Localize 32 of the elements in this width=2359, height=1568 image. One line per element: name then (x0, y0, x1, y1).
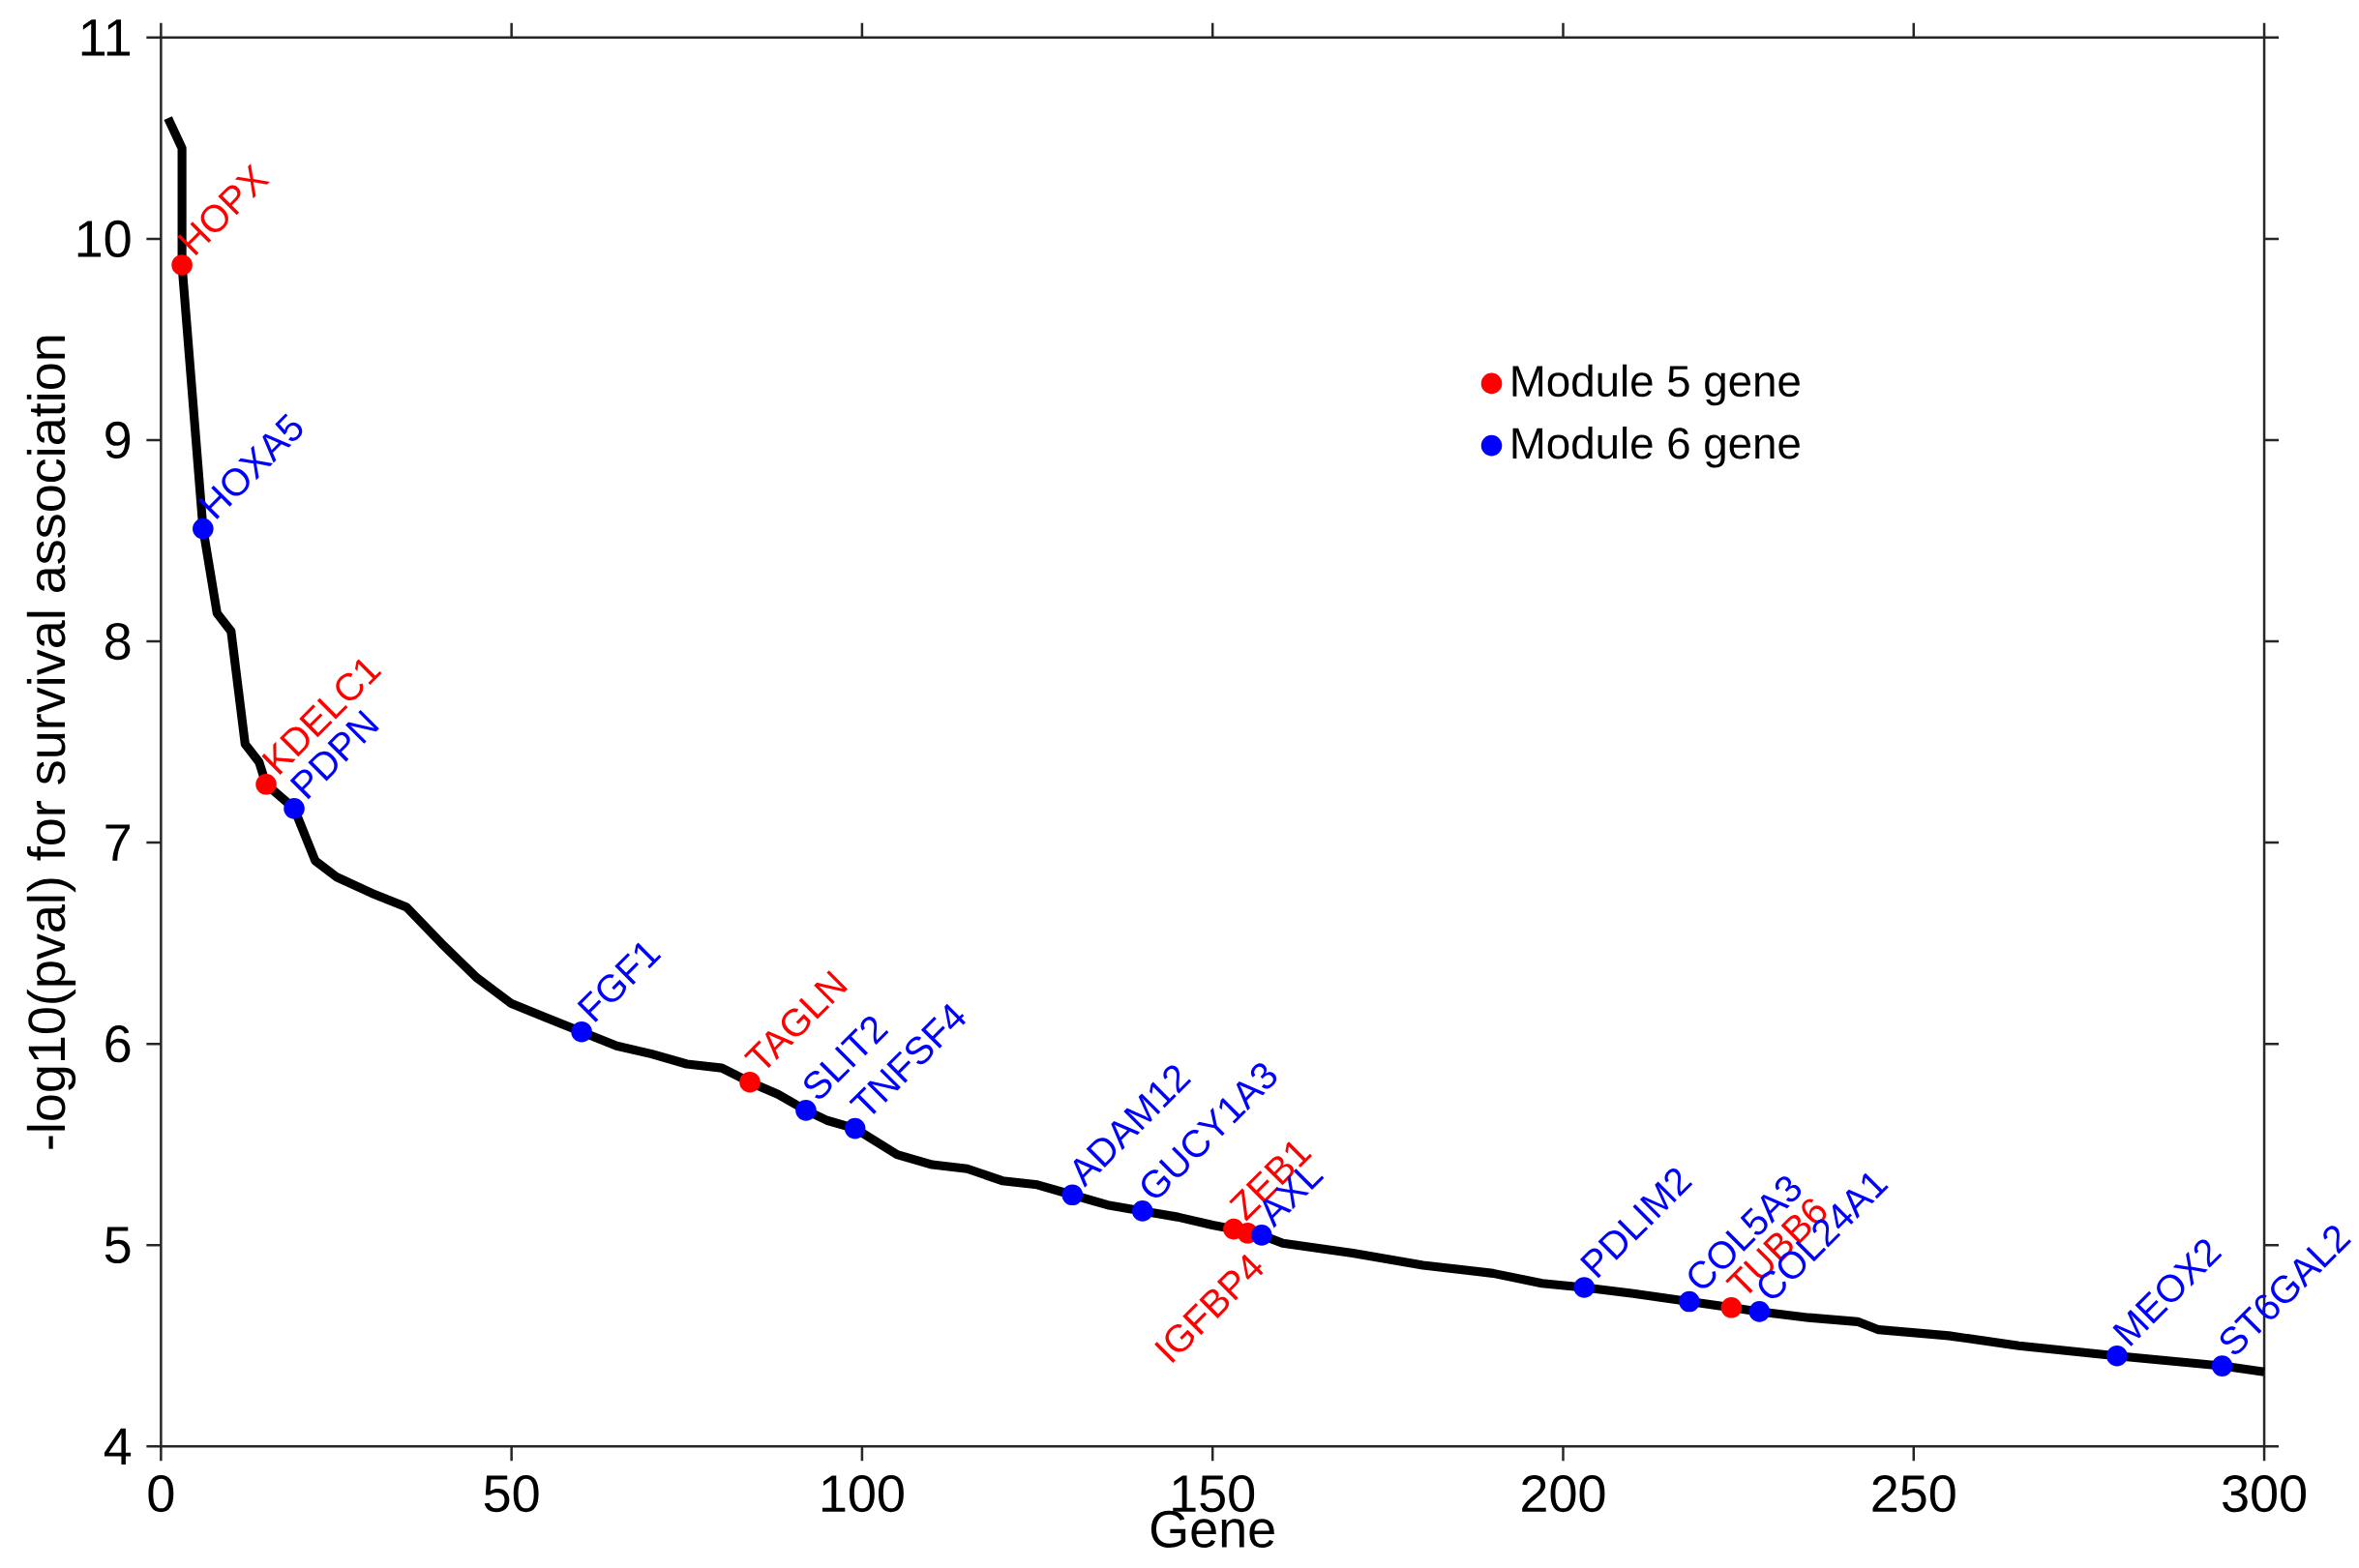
legend-label: Module 6 gene (1512, 426, 1800, 468)
point (255, 773, 277, 795)
x-tick-label: 100 (822, 1474, 904, 1513)
y-tick-label: 7 (105, 824, 130, 861)
x-tick-label: 200 (1522, 1474, 1605, 1513)
point (2211, 1355, 2233, 1376)
point (1748, 1301, 1771, 1322)
point (844, 1117, 866, 1139)
x-tick-label: 250 (1872, 1474, 1956, 1513)
x-tick-label: 0 (148, 1474, 174, 1513)
y-tick-label: 6 (105, 1024, 131, 1063)
x-tick-label: 300 (2223, 1474, 2306, 1513)
point (171, 254, 193, 276)
point (193, 518, 214, 540)
point (2106, 1345, 2128, 1367)
y-tick-label: 11 (81, 19, 131, 56)
point (1679, 1290, 1700, 1313)
y-tick-label: 4 (104, 1428, 132, 1464)
y-tick-label: 5 (105, 1227, 131, 1263)
x-tick-label: 50 (484, 1474, 539, 1513)
legend-label: Module 5 gene (1512, 364, 1800, 406)
y-tick-label: 8 (105, 622, 131, 661)
y-tick-label: 9 (105, 421, 131, 459)
point (739, 1071, 761, 1093)
y-axis-title: -log10(pval) for survival association (26, 336, 76, 1149)
point (795, 1099, 817, 1121)
point (284, 797, 305, 819)
y-tick-label: 10 (77, 220, 131, 257)
point (1131, 1199, 1153, 1222)
point (1720, 1296, 1743, 1318)
point (1573, 1277, 1596, 1298)
point (571, 1021, 592, 1043)
